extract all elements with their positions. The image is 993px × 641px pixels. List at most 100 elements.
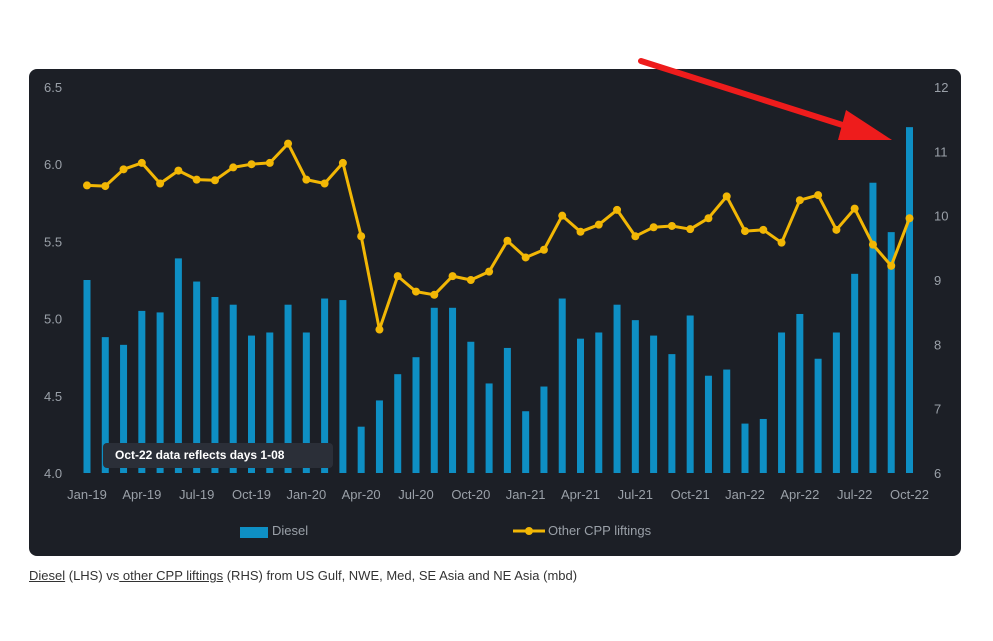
diesel-bar xyxy=(759,418,767,473)
other-cpp-point xyxy=(722,192,731,201)
x-tick-label: Apr-20 xyxy=(342,487,381,502)
other-cpp-point xyxy=(83,181,91,190)
chart-caption: Diesel (LHS) vs other CPP liftings (RHS)… xyxy=(29,568,577,583)
diesel-bar xyxy=(650,335,658,473)
x-tick-label: Oct-21 xyxy=(671,487,710,502)
caption-text-1: (LHS) vs xyxy=(65,568,120,583)
other-cpp-point xyxy=(338,158,347,167)
other-cpp-point xyxy=(265,158,274,167)
diesel-bar xyxy=(430,307,438,473)
diesel-bar xyxy=(723,369,731,473)
other-cpp-point xyxy=(393,272,402,281)
x-tick-label: Jan-19 xyxy=(67,487,107,502)
legend-diesel-label: Diesel xyxy=(272,523,308,538)
legend: Diesel Other CPP liftings xyxy=(240,523,652,538)
other-cpp-point xyxy=(832,225,841,234)
other-cpp-point xyxy=(210,176,219,185)
x-tick-label: Jul-19 xyxy=(179,487,214,502)
diesel-bar xyxy=(668,354,676,473)
other-cpp-point xyxy=(284,139,293,148)
left-tick-label: 5.5 xyxy=(44,234,62,249)
other-cpp-point xyxy=(503,236,512,245)
diesel-bar xyxy=(540,386,548,473)
legend-diesel-swatch xyxy=(240,527,268,538)
diesel-bar xyxy=(558,298,566,473)
diesel-bar xyxy=(394,374,402,473)
diesel-bar xyxy=(814,358,822,473)
x-tick-label: Jul-20 xyxy=(398,487,433,502)
other-cpp-point xyxy=(302,175,311,184)
x-tick-label: Jul-21 xyxy=(618,487,653,502)
other-cpp-point xyxy=(558,211,567,220)
other-cpp-point xyxy=(174,166,183,175)
x-tick-label: Apr-21 xyxy=(561,487,600,502)
diesel-bar xyxy=(156,312,164,473)
diesel-bar xyxy=(778,332,786,473)
caption-diesel-link[interactable]: Diesel xyxy=(29,568,66,583)
other-cpp-path xyxy=(86,142,911,331)
other-cpp-point xyxy=(741,227,749,236)
x-tick-label: Apr-19 xyxy=(122,487,161,502)
diesel-bar xyxy=(887,232,895,473)
other-cpp-point xyxy=(814,191,823,200)
right-tick-label: 10 xyxy=(934,209,948,224)
diesel-bar xyxy=(686,315,694,473)
diesel-bar xyxy=(211,296,219,473)
other-cpp-point xyxy=(521,253,530,262)
other-cpp-point xyxy=(101,182,110,191)
diesel-bar xyxy=(577,338,584,473)
other-cpp-point xyxy=(850,204,859,213)
other-cpp-point xyxy=(485,267,494,276)
left-tick-label: 5.0 xyxy=(44,312,62,327)
right-tick-label: 6 xyxy=(934,466,941,481)
other-cpp-point xyxy=(430,290,439,299)
right-axis-ticks: 6 7 8 9 10 11 12 xyxy=(934,80,948,481)
diesel-bar xyxy=(229,304,237,473)
other-cpp-point xyxy=(192,175,201,184)
other-cpp-point xyxy=(119,165,128,174)
other-cpp-point xyxy=(704,214,713,223)
x-tick-label: Oct-19 xyxy=(232,487,271,502)
other-cpp-point xyxy=(613,205,622,214)
other-cpp-point xyxy=(795,196,804,205)
other-cpp-point xyxy=(868,240,877,249)
x-tick-label: Apr-22 xyxy=(780,487,819,502)
caption-other-cpp-link[interactable]: other CPP liftings xyxy=(119,568,224,583)
other-cpp-point xyxy=(887,261,896,270)
diesel-bars xyxy=(83,127,913,474)
other-cpp-point xyxy=(247,160,256,169)
diesel-bar xyxy=(174,258,182,473)
right-tick-label: 12 xyxy=(934,80,948,95)
x-tick-label: Oct-22 xyxy=(890,487,929,502)
other-cpp-point xyxy=(905,214,914,223)
other-cpp-point xyxy=(229,163,238,172)
right-tick-label: 9 xyxy=(934,273,941,288)
left-axis-ticks: 4.0 4.5 5.0 5.5 6.0 6.5 xyxy=(44,80,62,481)
diesel-bar xyxy=(284,304,292,473)
x-axis-ticks: Jan-19 Apr-19 Jul-19 Oct-19 Jan-20 Apr-20 Jul-… xyxy=(67,487,929,502)
chart-panel xyxy=(29,69,961,556)
other-cpp-line xyxy=(83,139,914,334)
diesel-bar xyxy=(613,304,621,473)
diesel-bar xyxy=(796,313,804,473)
legend-other-label: Other CPP liftings xyxy=(548,523,652,538)
other-cpp-point xyxy=(466,276,475,284)
other-cpp-point xyxy=(649,223,658,232)
other-cpp-point xyxy=(576,227,585,236)
right-tick-label: 8 xyxy=(934,337,941,352)
x-tick-label: Jan-21 xyxy=(506,487,546,502)
diesel-bar xyxy=(869,182,877,473)
x-tick-label: Jan-22 xyxy=(725,487,765,502)
other-cpp-point xyxy=(539,245,548,254)
diesel-bar xyxy=(522,411,530,473)
other-cpp-point xyxy=(137,158,146,167)
x-tick-label: Jul-22 xyxy=(837,487,872,502)
diesel-bar xyxy=(851,273,859,473)
diesel-bar xyxy=(138,310,146,473)
diesel-bar xyxy=(357,426,365,473)
diesel-bar xyxy=(503,347,511,473)
diesel-bar xyxy=(595,332,603,473)
x-tick-label: Jan-20 xyxy=(286,487,326,502)
other-cpp-point xyxy=(412,287,420,296)
caption-text-2: (RHS) from US Gulf, NWE, Med, SE Asia an… xyxy=(223,568,578,583)
